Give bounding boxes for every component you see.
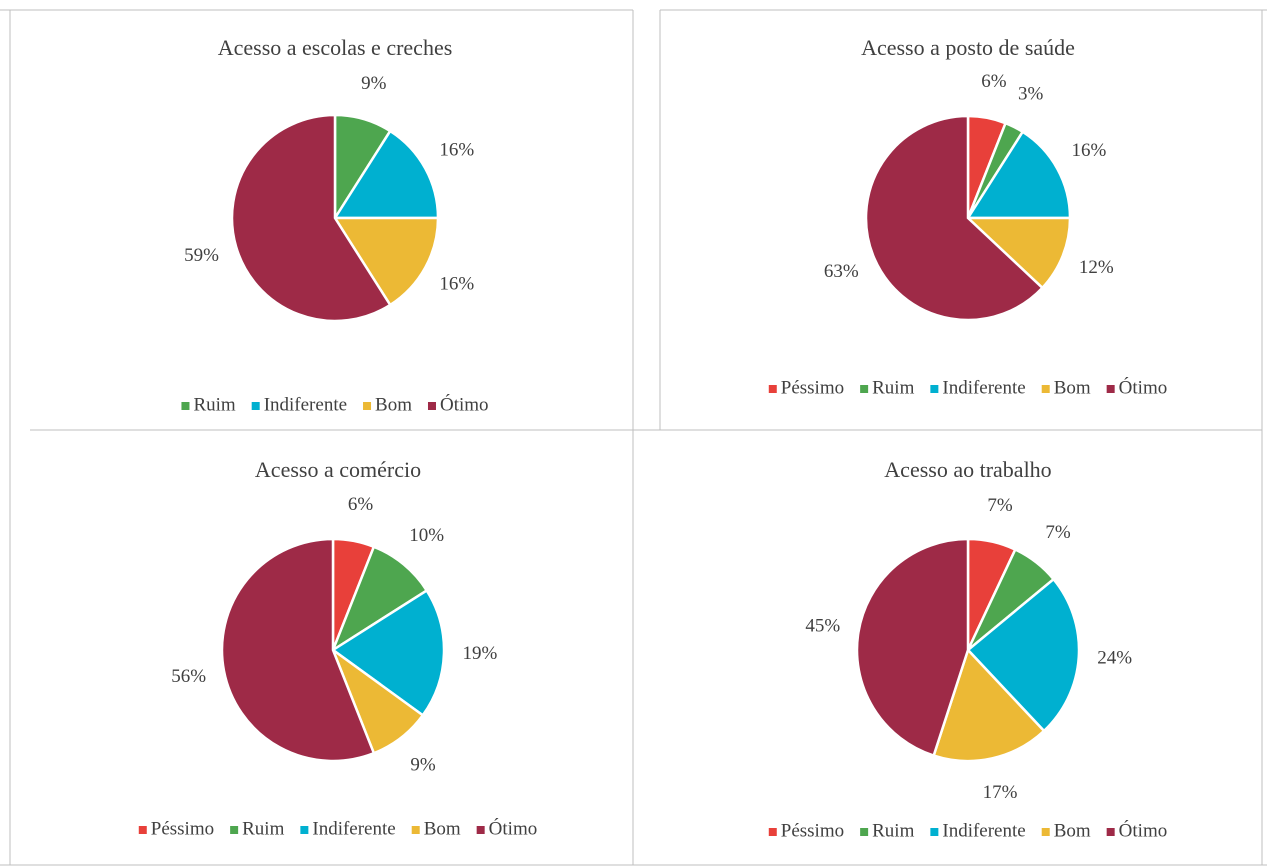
data-label: 6%: [981, 71, 1007, 92]
legend-label: Péssimo: [781, 377, 844, 398]
pie-slice: [966, 577, 1081, 733]
legend-label: Ruim: [872, 820, 914, 841]
data-label: 3%: [1018, 83, 1044, 104]
data-label: 16%: [439, 139, 474, 160]
legend-swatch: [476, 826, 485, 834]
legend-swatch: [230, 826, 239, 834]
legend: Péssimo Ruim Indiferente Bom Ótimo: [768, 819, 1168, 841]
legend-swatch: [251, 402, 260, 410]
pie-slice: [965, 130, 1072, 220]
data-label: 56%: [171, 666, 206, 687]
pie-slice: [220, 537, 376, 763]
data-label: 16%: [1072, 140, 1107, 161]
data-label: 12%: [1079, 257, 1114, 278]
pie-slice: [932, 647, 1046, 763]
data-label: 6%: [348, 494, 374, 515]
data-label: 24%: [1097, 648, 1132, 669]
pie-slice: [330, 588, 446, 717]
legend-label: Indiferente: [264, 394, 347, 415]
data-label: 9%: [410, 755, 436, 776]
legend-label: Indiferente: [312, 818, 395, 839]
pie-slice: [230, 113, 392, 323]
pie-slice: [332, 129, 440, 220]
data-label: 10%: [409, 525, 444, 546]
pie-slice: [332, 216, 440, 307]
legend-swatch: [1041, 385, 1050, 393]
pie-slice: [855, 537, 970, 758]
data-label: 45%: [805, 615, 840, 636]
legend: Ruim Indiferente Bom Ótimo: [181, 393, 489, 415]
legend-label: Indiferente: [942, 820, 1025, 841]
pie-slice: [964, 216, 1072, 290]
pie-slice: [864, 114, 1045, 322]
legend-label: Bom: [1054, 377, 1091, 398]
legend-swatch: [363, 402, 372, 410]
legend-swatch: [768, 385, 777, 393]
legend-swatch: [768, 828, 777, 836]
data-label: 9%: [361, 73, 387, 94]
legend-label: Bom: [375, 394, 412, 415]
legend-label: Péssimo: [781, 820, 844, 841]
legend-label: Ótimo: [1119, 376, 1168, 398]
legend-swatch: [138, 826, 147, 834]
legend-swatch: [930, 385, 939, 393]
legend-swatch: [860, 828, 869, 836]
data-label: 59%: [184, 245, 219, 266]
legend-swatch: [930, 828, 939, 836]
legend-label: Indiferente: [942, 377, 1025, 398]
legend-label: Bom: [1054, 820, 1091, 841]
data-label: 63%: [824, 261, 859, 282]
legend-swatch: [860, 385, 869, 393]
legend-swatch: [427, 402, 436, 410]
data-label: 16%: [439, 273, 474, 294]
legend-swatch: [300, 826, 309, 834]
legend-swatch: [1041, 828, 1050, 836]
legend-label: Péssimo: [151, 818, 214, 839]
legend-swatch: [411, 826, 420, 834]
legend: Péssimo Ruim Indiferente Bom Ótimo: [138, 817, 538, 839]
legend-label: Ótimo: [489, 817, 538, 839]
data-label: 7%: [1045, 522, 1071, 543]
legend-swatch: [1106, 385, 1115, 393]
legend-label: Ruim: [872, 377, 914, 398]
data-label: 17%: [983, 782, 1018, 803]
chart-title: Acesso ao trabalho: [884, 457, 1051, 482]
data-label: 7%: [987, 495, 1013, 516]
chart-title: Acesso a posto de saúde: [861, 35, 1075, 60]
legend-label: Ruim: [193, 394, 235, 415]
chart-title: Acesso a comércio: [255, 457, 421, 482]
legend-label: Ótimo: [440, 393, 489, 415]
legend-label: Bom: [424, 818, 461, 839]
legend-swatch: [181, 402, 190, 410]
legend-swatch: [1106, 828, 1115, 836]
chart-title: Acesso a escolas e creches: [218, 35, 453, 60]
legend-label: Ótimo: [1119, 819, 1168, 841]
data-label: 19%: [463, 643, 498, 664]
legend-label: Ruim: [242, 818, 284, 839]
legend: Péssimo Ruim Indiferente Bom Ótimo: [768, 376, 1168, 398]
